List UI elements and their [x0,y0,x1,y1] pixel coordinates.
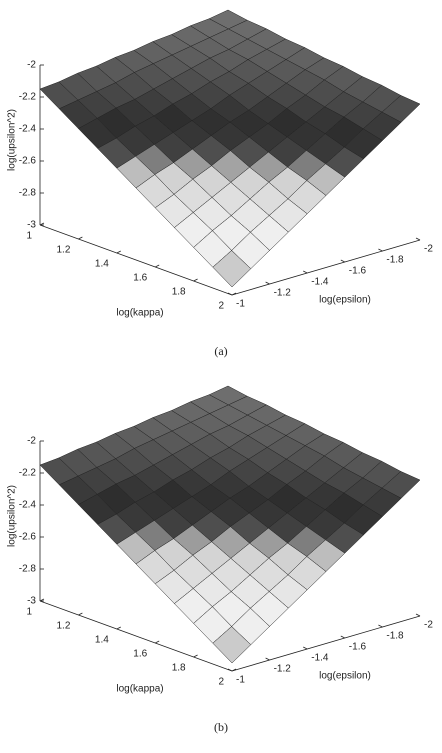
y-tick [378,248,383,252]
z-tick-label: -2.8 [19,564,37,575]
y-tick [303,270,308,274]
x-tick [231,668,237,672]
z-tick-label: -2.2 [19,92,37,103]
y-tick [265,281,270,285]
z-tick-label: -2 [27,60,36,71]
y-tick [227,292,233,296]
x-axis-label: log(kappa) [116,308,163,319]
y-tick [340,259,345,263]
caption: (b) [214,720,228,734]
x-axis [39,600,233,672]
z-axis-label: log(upsilon^2) [7,109,18,171]
y-tick-label: -1 [236,675,245,686]
x-tick-label: 1.6 [133,273,147,284]
z-tick-label: -3 [27,220,36,231]
y-tick [227,668,233,672]
x-tick [78,236,83,240]
x-tick [78,612,83,616]
z-tick-label: -2 [27,436,36,447]
z-axis-label: log(upsilon^2) [7,485,18,547]
y-tick-label: -1.8 [386,631,404,642]
x-tick-label: 1.2 [56,621,70,632]
y-axis-label: log(epsilon) [319,295,371,306]
x-tick-label: 1.6 [133,649,147,660]
x-tick [116,250,121,254]
y-tick [340,635,345,639]
z-tick-label: -2.4 [19,124,37,135]
x-tick-label: 1.4 [95,259,109,270]
x-tick-label: 1 [26,231,32,242]
y-tick-label: -1.2 [274,664,292,675]
x-tick [39,222,45,226]
y-axis [231,615,421,672]
y-tick [303,646,308,650]
z-tick-label: -2.6 [19,532,37,543]
x-tick [116,626,121,630]
y-tick-label: -1.6 [349,642,367,653]
y-tick-label: -1.8 [386,255,404,266]
x-tick-label: 1.4 [95,635,109,646]
caption: (a) [214,344,227,358]
z-tick-label: -2.6 [19,156,37,167]
x-tick [231,292,237,296]
z-tick-label: -2.4 [19,500,37,511]
y-tick [265,657,270,661]
y-tick-label: -1 [236,299,245,310]
x-tick-label: 1.2 [56,245,70,256]
y-tick-label: -2 [424,620,433,631]
surface-cell [212,626,252,664]
x-tick [155,640,160,644]
z-tick-label: -2.2 [19,468,37,479]
y-tick [415,237,421,241]
x-tick [193,278,198,282]
y-tick-label: -1.4 [311,653,329,664]
x-tick-label: 1.8 [172,287,186,298]
surface-cell [212,250,252,288]
y-tick-label: -1.2 [274,288,292,299]
x-axis [39,224,233,296]
y-axis [231,239,421,296]
y-axis-label: log(epsilon) [319,671,371,682]
x-tick-label: 2 [218,301,224,312]
z-tick-label: -2.8 [19,188,37,199]
z-tick-label: -3 [27,596,36,607]
x-axis-label: log(kappa) [116,684,163,695]
x-tick [193,654,198,658]
x-tick [155,264,160,268]
y-tick-label: -1.4 [311,277,329,288]
x-tick-label: 2 [218,677,224,688]
x-tick [39,598,45,602]
x-tick-label: 1 [26,607,32,618]
y-tick [415,613,421,617]
y-tick-label: -1.6 [349,266,367,277]
x-tick-label: 1.8 [172,663,186,674]
y-tick [378,624,383,628]
y-tick-label: -2 [424,244,433,255]
